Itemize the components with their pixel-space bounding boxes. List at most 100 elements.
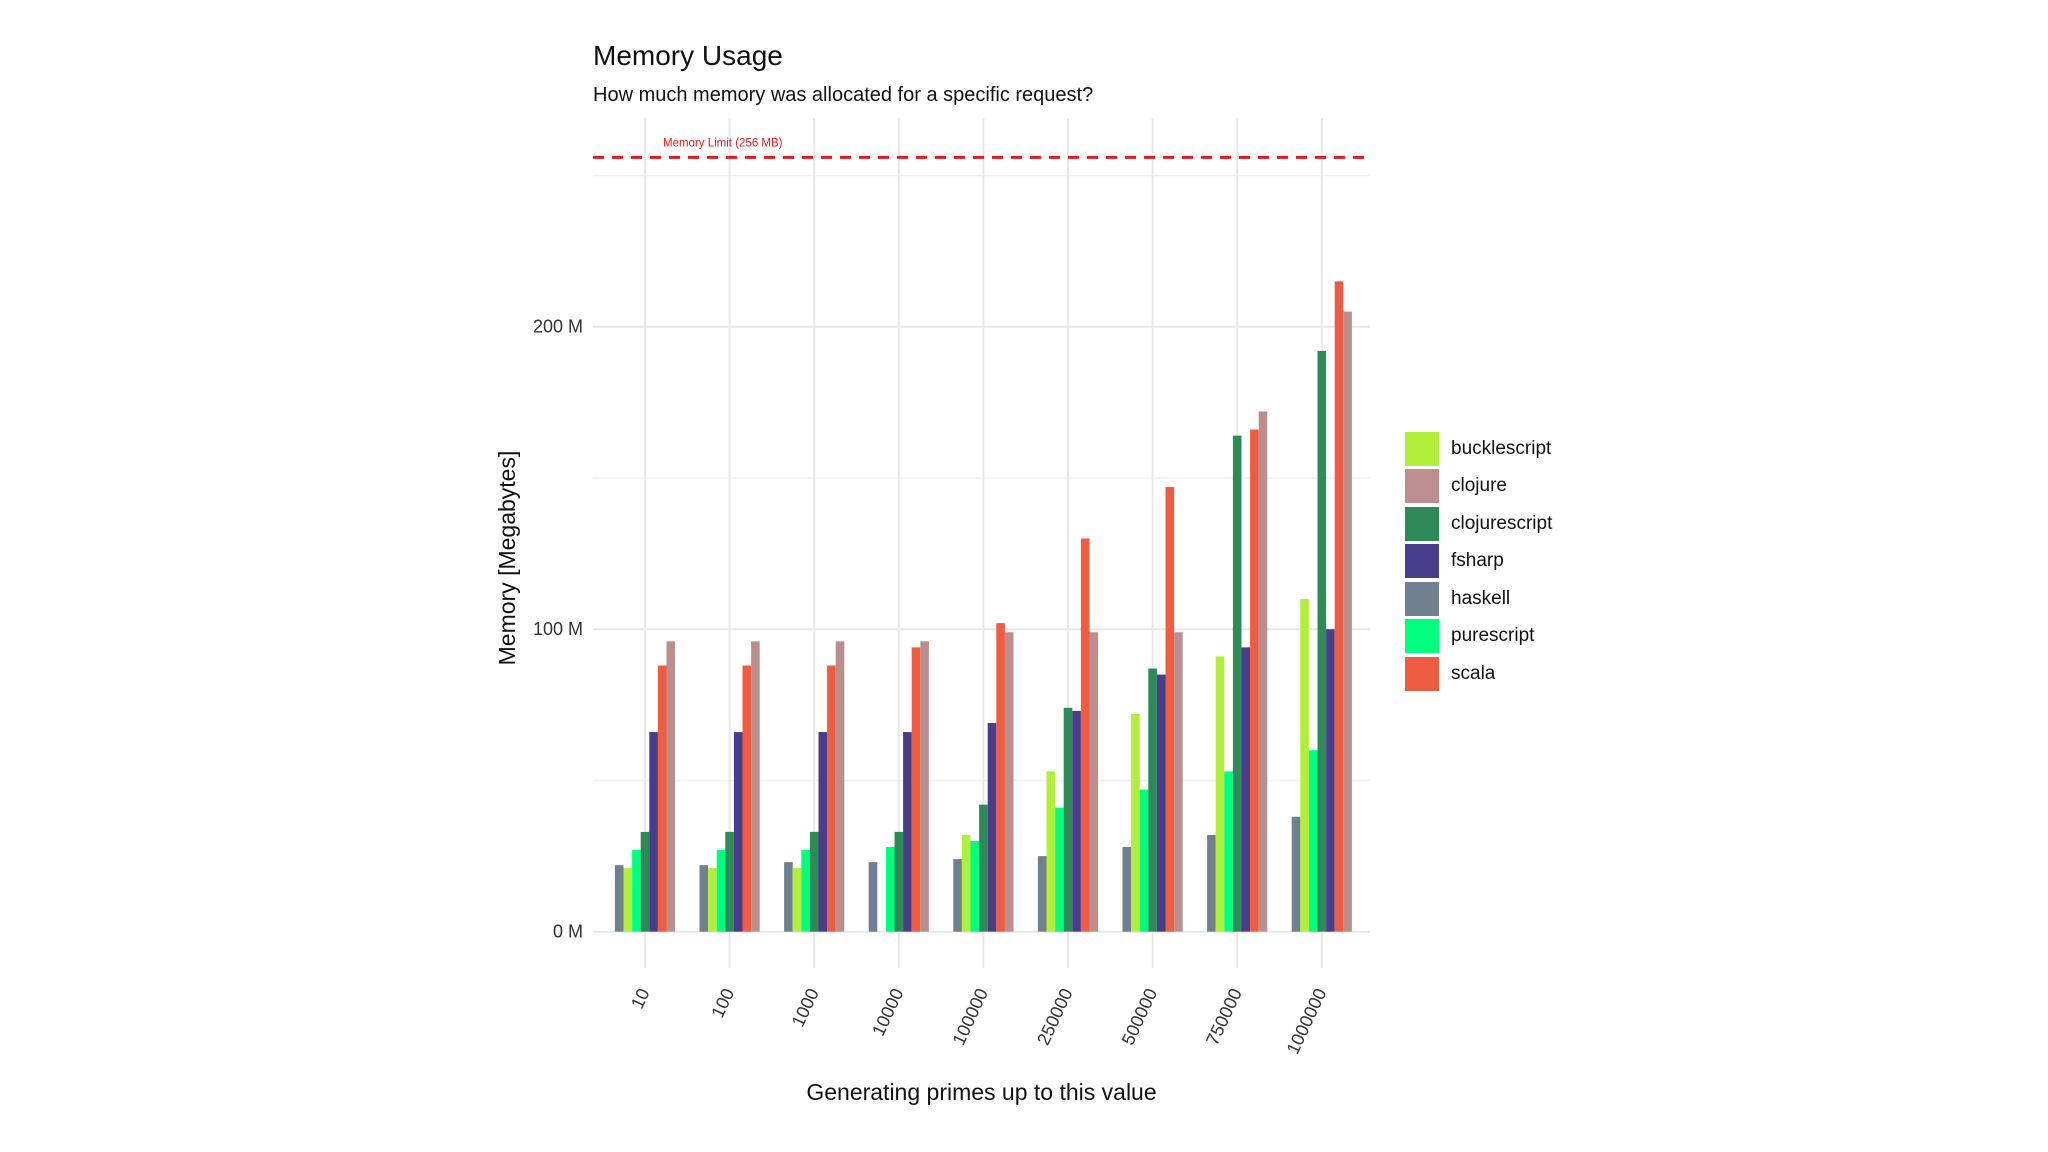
bar-clojure [920,641,929,932]
x-tick-label: 100 [707,985,738,1021]
bar-clojurescript [809,831,819,932]
bar-purescript [716,850,726,932]
bar-bucklescript [708,868,717,932]
legend-swatch [1405,469,1439,504]
bar-scala [827,665,836,932]
chart-title: Memory Usage [593,40,783,71]
legend-item-haskell: haskell [1405,580,1552,618]
y-tick-label: 100 M [533,619,583,639]
bar-haskell [784,862,793,932]
bar-clojure [666,641,676,932]
bar-fsharp [649,732,658,932]
bar-fsharp [987,722,997,932]
legend-label: fsharp [1451,550,1504,572]
bar-clojurescript [979,804,988,932]
x-tick-label: 10 [627,985,654,1012]
bar-bucklescript [1046,771,1056,932]
bar-purescript [970,840,980,932]
legend-swatch [1405,431,1439,466]
bar-haskell [699,865,709,932]
bar-purescript [1055,807,1064,932]
bar-scala [1165,487,1175,932]
bar-clojure [1004,632,1014,932]
x-tick-label: 500000 [1118,985,1162,1048]
bar-fsharp [1156,674,1166,932]
bar-fsharp [1326,629,1335,932]
bar-bucklescript [792,868,802,932]
bar-purescript [885,847,895,932]
bar-bucklescript [623,868,633,932]
legend-item-clojure: clojure [1405,468,1552,506]
bar-clojurescript [1317,350,1327,932]
legend-swatch [1405,581,1439,616]
bar-scala [1334,281,1344,932]
legend-label: purescript [1451,625,1535,647]
legend-label: clojurescript [1451,512,1553,534]
bar-bucklescript [1131,713,1140,932]
bar-haskell [614,865,624,932]
bar-clojure [1258,411,1268,932]
bar-clojurescript [725,831,734,932]
bar-purescript [1224,771,1233,932]
y-tick-label: 200 M [533,317,583,337]
y-axis-title: Memory [Megabytes] [494,451,520,666]
bar-scala [996,623,1005,932]
legend-label: bucklescript [1451,437,1552,459]
x-tick-label: 1000 [788,985,823,1030]
chart-subtitle: How much memory was allocated for a spec… [593,84,1094,106]
legend-label: scala [1451,662,1496,684]
legend: bucklescript clojure clojurescript fsharp ha… [1405,430,1552,693]
bar-clojure [751,641,760,932]
bar-haskell [1207,834,1216,932]
bar-haskell [1037,856,1047,932]
bar-scala [742,665,752,932]
legend-label: haskell [1451,587,1511,609]
legend-item-scala: scala [1405,655,1552,693]
x-tick-label: 250000 [1033,985,1077,1048]
bar-purescript [1308,750,1318,932]
bar-clojure [835,641,845,932]
bar-scala [1080,538,1090,932]
legend-swatch [1405,656,1439,691]
bar-haskell [953,859,962,932]
bar-haskell [868,862,878,932]
y-tick-label: 0 M [553,922,583,942]
bar-purescript [632,850,641,932]
legend-swatch [1405,544,1439,579]
legend-item-fsharp: fsharp [1405,543,1552,581]
bar-scala [657,665,667,932]
bar-fsharp [818,732,828,932]
bar-clojurescript [640,831,650,932]
bar-clojurescript [1063,707,1073,932]
legend-label: clojure [1451,475,1507,497]
x-tick-label: 750000 [1202,985,1246,1048]
bar-clojurescript [894,831,904,932]
bar-clojurescript [1148,668,1157,932]
bar-scala [911,647,921,932]
bar-purescript [1139,789,1149,932]
bar-scala [1250,429,1259,932]
bar-clojurescript [1232,435,1242,932]
bar-fsharp [733,732,743,932]
legend-item-clojurescript: clojurescript [1405,505,1552,543]
memory-limit-label: Memory Limit (256 MB) [663,137,783,149]
bar-purescript [801,850,810,932]
bar-fsharp [1072,710,1081,932]
bar-haskell [1291,816,1301,932]
bar-bucklescript [961,834,971,932]
bar-clojure [1174,632,1183,932]
bar-clojure [1343,311,1352,932]
legend-swatch [1405,619,1439,654]
bar-fsharp [1241,647,1251,932]
x-axis-title: Generating primes up to this value [806,1079,1156,1105]
bar-bucklescript [1300,598,1309,932]
x-tick-label: 1000000 [1283,985,1331,1057]
bar-haskell [1122,847,1132,932]
bar-fsharp [903,732,912,932]
bar-clojure [1089,632,1099,932]
legend-item-purescript: purescript [1405,618,1552,656]
x-tick-label: 100000 [949,985,993,1048]
legend-item-bucklescript: bucklescript [1405,430,1552,468]
legend-swatch [1405,506,1439,541]
